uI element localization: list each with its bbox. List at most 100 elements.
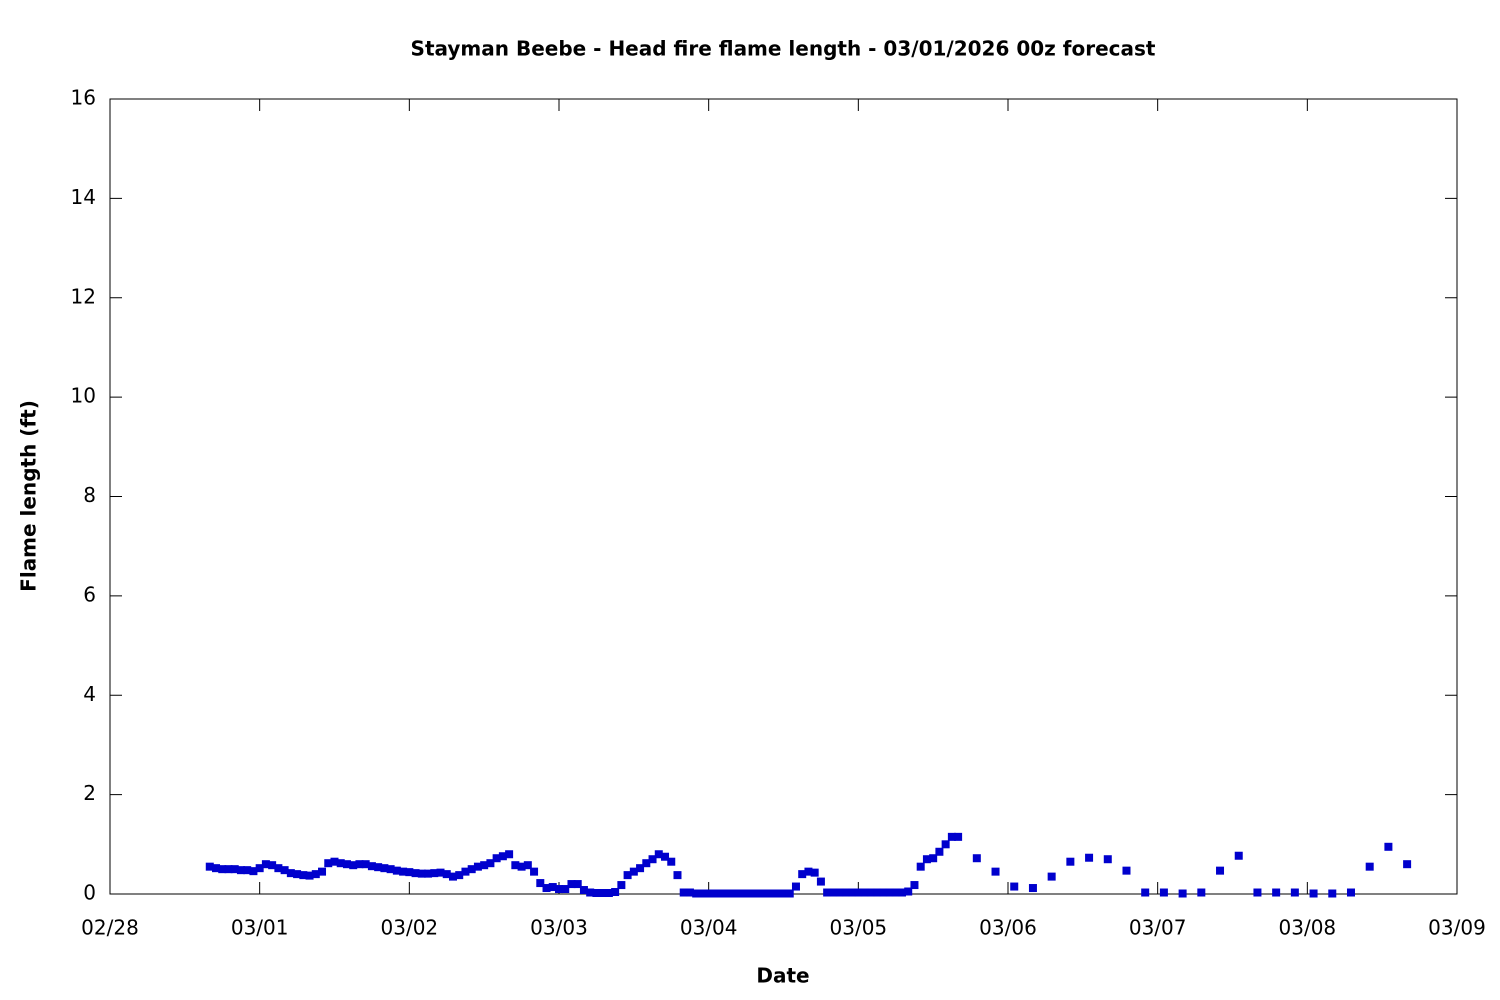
data-point (567, 880, 576, 889)
y-tick-label: 12 (71, 284, 96, 308)
data-point (1178, 889, 1187, 898)
data-point (249, 867, 258, 876)
data-point (1197, 888, 1206, 897)
data-point (1028, 884, 1037, 893)
data-point (810, 868, 819, 877)
data-point (929, 854, 938, 863)
data-point (897, 888, 906, 897)
data-point (748, 889, 757, 898)
data-point (954, 832, 963, 841)
x-tick-label: 03/02 (381, 916, 439, 940)
data-point (1290, 888, 1299, 897)
data-point (380, 864, 389, 873)
x-tick-label: 03/01 (231, 916, 289, 940)
chart-title: Stayman Beebe - Head fire flame length -… (411, 37, 1156, 61)
y-tick-label: 6 (83, 582, 96, 606)
data-point (1384, 842, 1393, 851)
x-tick-label: 03/04 (680, 916, 738, 940)
data-point (1403, 860, 1412, 869)
data-point (205, 862, 214, 871)
data-point (548, 883, 557, 892)
data-point (804, 867, 813, 876)
data-point (411, 869, 420, 878)
data-point (991, 867, 1000, 876)
data-point (692, 889, 701, 898)
data-point (1309, 889, 1318, 898)
data-point (1365, 862, 1374, 871)
data-point (785, 889, 794, 898)
data-point (448, 872, 457, 881)
data-point (710, 889, 719, 898)
data-point (636, 864, 645, 873)
data-point (1141, 888, 1150, 897)
data-point (879, 888, 888, 897)
data-point (1085, 853, 1094, 862)
data-point (243, 866, 252, 875)
data-point (523, 861, 532, 870)
data-point (754, 889, 763, 898)
data-point (542, 884, 551, 893)
data-point (848, 888, 857, 897)
data-point (442, 870, 451, 879)
y-tick-label: 4 (83, 682, 96, 706)
data-point (355, 860, 364, 869)
data-point (816, 877, 825, 886)
data-point (1103, 855, 1112, 864)
data-point (224, 865, 233, 874)
data-point (873, 888, 882, 897)
data-point (330, 857, 339, 866)
data-point (685, 888, 694, 897)
data-point (767, 889, 776, 898)
data-point (972, 854, 981, 863)
data-point (212, 864, 221, 873)
data-point (667, 857, 676, 866)
data-point (586, 888, 595, 897)
data-point (261, 860, 270, 869)
data-point (280, 866, 289, 875)
data-point (218, 865, 227, 874)
data-point (392, 866, 401, 875)
data-point (922, 855, 931, 864)
data-point (1159, 888, 1168, 897)
data-point (268, 861, 277, 870)
data-point (424, 869, 433, 878)
data-point (324, 859, 333, 868)
data-point (742, 889, 751, 898)
data-point (791, 882, 800, 891)
data-point (916, 862, 925, 871)
data-point (623, 871, 632, 880)
data-point (760, 889, 769, 898)
data-point (704, 889, 713, 898)
data-point (885, 888, 894, 897)
data-point (642, 859, 651, 868)
data-point (311, 870, 320, 879)
data-point (1253, 888, 1262, 897)
data-point (480, 861, 489, 870)
data-point (486, 859, 495, 868)
data-point (891, 888, 900, 897)
x-tick-label: 03/06 (979, 916, 1037, 940)
y-axis-title: Flame length (ft) (17, 400, 41, 592)
data-point (349, 861, 358, 870)
x-tick-label: 03/05 (830, 916, 888, 940)
data-point (367, 862, 376, 871)
data-point (679, 888, 688, 897)
data-point (860, 888, 869, 897)
data-point (829, 888, 838, 897)
data-point (1122, 866, 1131, 875)
data-point (299, 871, 308, 880)
data-point (854, 888, 863, 897)
data-point (598, 889, 607, 898)
data-point (698, 889, 707, 898)
data-point (904, 887, 913, 896)
data-point (417, 869, 426, 878)
data-point (723, 889, 732, 898)
data-point (274, 864, 283, 873)
y-tick-label: 0 (83, 881, 96, 905)
x-tick-label: 03/08 (1279, 916, 1337, 940)
data-point (779, 889, 788, 898)
data-point (935, 847, 944, 856)
data-point (947, 832, 956, 841)
y-tick-label: 2 (83, 781, 96, 805)
